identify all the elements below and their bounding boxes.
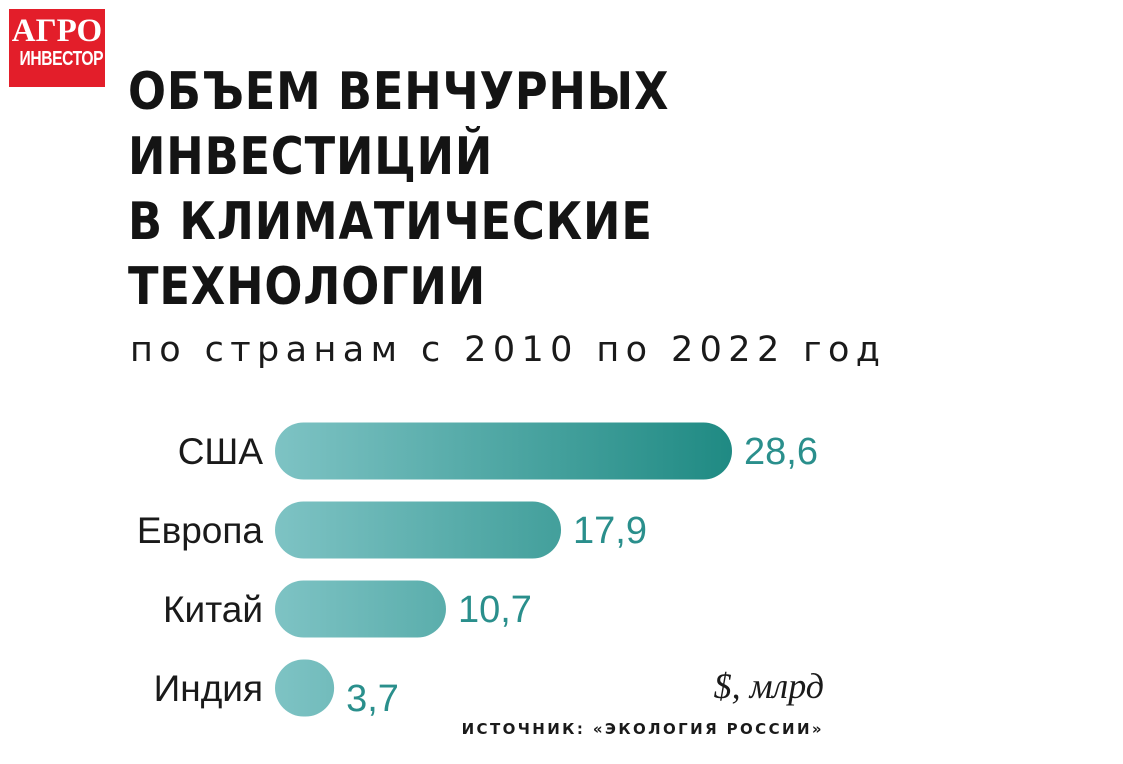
chart-title-line-4: ТЕХНОЛОГИИ xyxy=(128,257,487,317)
value-label-4: 3,7 xyxy=(346,678,399,720)
bar-4 xyxy=(275,659,335,717)
bars-layer: США 28,6 Европа 17,9 Китай 10,7 Индия 3,7 xyxy=(137,422,818,720)
category-label-3: Китай xyxy=(163,589,263,630)
category-label-4: Индия xyxy=(154,668,263,709)
value-label-3: 10,7 xyxy=(458,589,532,631)
logo-line-1: АГРО xyxy=(11,13,103,49)
bar-2 xyxy=(275,501,562,559)
category-label-1: США xyxy=(178,431,264,472)
value-label-1: 28,6 xyxy=(744,431,818,473)
bar-3 xyxy=(275,580,446,638)
bar-1 xyxy=(275,422,732,480)
category-label-2: Европа xyxy=(137,510,264,551)
unit-label: $, млрд xyxy=(713,666,824,706)
chart-title-line-3: В КЛИМАТИЧЕСКИЕ xyxy=(128,192,653,252)
chart-title-line-2: ИНВЕСТИЦИЙ xyxy=(128,127,494,187)
agroinvestor-logo: АГРО ИНВЕСТОР xyxy=(9,9,105,87)
chart-subtitle: по странам с 2010 по 2022 год xyxy=(130,330,887,370)
chart-title-line-1: ОБЪЕМ ВЕНЧУРНЫХ xyxy=(128,62,670,122)
value-label-2: 17,9 xyxy=(573,510,647,552)
logo-line-2: ИНВЕСТОР xyxy=(19,48,104,70)
source-note: ИСТОЧНИК: «ЭКОЛОГИЯ РОССИИ» xyxy=(461,720,824,738)
chart-title: ОБЪЕМ ВЕНЧУРНЫХ ИНВЕСТИЦИЙ В КЛИМАТИЧЕСК… xyxy=(128,60,757,320)
